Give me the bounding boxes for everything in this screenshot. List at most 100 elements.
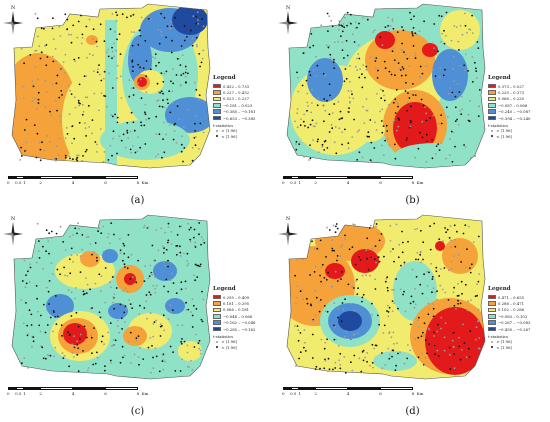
sample-point: [127, 299, 130, 301]
sample-point: [62, 61, 65, 63]
sample-point: [408, 97, 411, 99]
sample-point: [173, 124, 176, 126]
sample-point: [334, 126, 337, 128]
scale-segment: [315, 176, 348, 179]
sample-point: [184, 65, 187, 68]
sample-point: [100, 92, 103, 94]
sample-point: [67, 331, 69, 334]
sample-point: [39, 159, 42, 162]
sample-point: [353, 354, 356, 357]
sample-point: [349, 81, 351, 83]
gray-dot-icon: [216, 129, 219, 133]
sample-point: [474, 338, 477, 341]
sample-point: [343, 16, 346, 19]
sample-point: [331, 112, 334, 114]
sample-point: [394, 74, 396, 77]
sample-point: [321, 263, 324, 266]
sample-point: [419, 65, 422, 68]
sample-point: [98, 109, 100, 112]
sample-point: [68, 155, 70, 158]
sample-point: [114, 339, 117, 342]
sample-point: [449, 306, 452, 308]
sample-point: [35, 49, 38, 52]
sample-point: [452, 331, 455, 334]
sample-point: [151, 273, 154, 276]
sample-point: [432, 287, 435, 290]
sample-point: [169, 304, 172, 306]
sample-point: [23, 129, 26, 131]
sample-point: [37, 78, 39, 81]
sample-point: [391, 20, 394, 23]
sample-point: [84, 150, 87, 153]
sample-point: [375, 225, 377, 228]
sample-point: [438, 238, 441, 241]
sample-point: [299, 290, 302, 293]
scale-segment: [347, 176, 381, 179]
sample-point: [331, 239, 333, 242]
sample-point: [312, 69, 315, 72]
sample-point: [434, 75, 437, 77]
sample-point: [474, 295, 477, 298]
sample-point: [426, 270, 428, 273]
sample-point: [107, 159, 110, 161]
legend-title: Legend: [213, 75, 236, 81]
sample-point: [163, 261, 166, 264]
sample-point: [405, 81, 407, 84]
sample-point: [313, 271, 316, 273]
swatch: [488, 294, 496, 300]
sample-point: [441, 288, 444, 291]
sample-point: [393, 59, 396, 61]
sample-point: [477, 115, 480, 117]
sample-point: [169, 279, 172, 282]
sample-point: [109, 28, 112, 31]
sample-point: [362, 293, 365, 296]
sample-point: [388, 306, 391, 309]
sample-point: [457, 123, 460, 126]
sample-point: [147, 226, 150, 229]
sample-point: [298, 141, 301, 144]
sample-point: [380, 144, 383, 147]
sample-point: [371, 247, 374, 250]
sample-point: [189, 238, 192, 241]
sample-point: [188, 228, 191, 231]
sample-point: [56, 74, 59, 77]
sample-point: [74, 287, 77, 289]
sample-point: [104, 301, 107, 304]
sample-point: [314, 314, 317, 317]
sample-point: [374, 66, 377, 69]
sample-point: [478, 347, 480, 350]
panel-label-b: (b): [405, 195, 420, 206]
sample-point: [357, 44, 360, 47]
sample-point: [337, 40, 340, 43]
sample-point: [187, 109, 190, 111]
sample-point: [470, 263, 473, 266]
sample-point: [171, 272, 173, 275]
sample-point: [157, 99, 160, 102]
sample-point: [432, 303, 434, 305]
sample-point: [202, 131, 205, 134]
sample-point: [295, 148, 298, 151]
sample-point: [157, 153, 160, 156]
sample-point: [161, 34, 163, 37]
sample-point: [460, 349, 463, 351]
t-statistics-label: t-statistics: [213, 334, 234, 340]
sample-point: [79, 255, 82, 258]
sample-point: [331, 59, 333, 62]
sample-point: [112, 344, 115, 347]
sample-point: [69, 235, 71, 238]
sample-point: [341, 49, 344, 51]
sample-point: [77, 370, 80, 372]
sample-point: [187, 222, 190, 225]
sample-point: [350, 302, 352, 305]
sample-point: [111, 87, 114, 89]
sample-point: [439, 76, 441, 78]
sample-point: [304, 125, 306, 127]
scale-segment: [347, 387, 381, 390]
sample-point: [187, 308, 190, 311]
scale-segment: [8, 387, 17, 390]
sample-point: [77, 57, 80, 59]
sample-point: [114, 113, 116, 116]
sample-point: [299, 351, 302, 354]
sample-point: [388, 70, 391, 73]
sample-point: [456, 230, 458, 233]
